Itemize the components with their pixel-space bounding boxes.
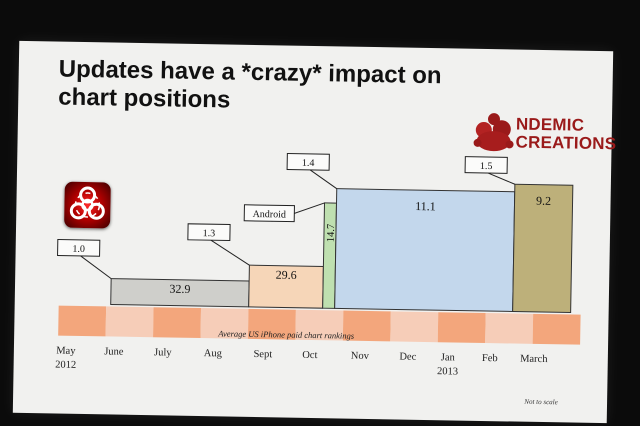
callout-label: 1.4 bbox=[302, 158, 315, 169]
timeline-cell-8 bbox=[437, 312, 486, 344]
bars: 32.9 29.6 14.7 11.1 9.2 bbox=[110, 183, 574, 314]
slide: Updates have a *crazy* impact on chart p… bbox=[12, 40, 616, 424]
x-tick-label: Aug bbox=[204, 348, 223, 359]
callout-box bbox=[243, 204, 295, 223]
x-tick-label: Dec bbox=[399, 352, 416, 363]
brand-logo: NDEMIC CREATIONS bbox=[471, 109, 616, 159]
axis-labels: May 2012 June July Aug Sept Oct Nov Dec Jan 2013 Fe… bbox=[55, 346, 548, 378]
timeline-cell-4 bbox=[247, 308, 296, 340]
bar-value-label: 29.6 bbox=[276, 268, 297, 282]
callout-leader bbox=[487, 172, 516, 185]
x-tick-label: March bbox=[520, 354, 548, 365]
callout-label: Android bbox=[253, 209, 287, 221]
callouts: 1.0 1.3 Android 1.4 1.5 bbox=[57, 153, 516, 280]
bar-2 bbox=[322, 202, 338, 309]
biohazard-icon bbox=[64, 181, 111, 229]
x-tick-label: Oct bbox=[302, 350, 317, 361]
footnote: Not to scale bbox=[523, 398, 558, 407]
callout-leader bbox=[80, 255, 112, 280]
x-tick-label: Jan bbox=[441, 352, 456, 363]
timeline-cell-0 bbox=[58, 305, 107, 337]
bar-value-label: 9.2 bbox=[536, 194, 551, 208]
brand-blob-icon bbox=[473, 113, 514, 152]
x-tick-sublabel: 2013 bbox=[437, 366, 458, 377]
timeline-cell-10 bbox=[532, 313, 581, 345]
bar-value-label: 32.9 bbox=[169, 282, 190, 296]
x-tick-sublabel: 2012 bbox=[55, 360, 76, 371]
x-tick-label: May bbox=[56, 346, 76, 357]
x-axis-label: Average US iPhone paid chart rankings bbox=[217, 328, 355, 340]
bar-value-label: 11.1 bbox=[415, 199, 436, 213]
callout-box bbox=[187, 223, 231, 242]
timeline-band bbox=[58, 305, 581, 345]
callout-label: 1.5 bbox=[480, 161, 493, 172]
x-tick-label: Feb bbox=[482, 353, 498, 364]
x-tick-label: Sept bbox=[253, 349, 272, 360]
bar-4 bbox=[512, 183, 574, 314]
callout-box bbox=[464, 156, 508, 174]
timeline-cell-9 bbox=[485, 313, 534, 344]
callout-leader bbox=[210, 239, 250, 266]
callout-box bbox=[57, 239, 101, 257]
timeline-cell-6 bbox=[342, 310, 391, 342]
timeline-cell-1 bbox=[105, 306, 154, 338]
x-tick-label: June bbox=[104, 346, 124, 357]
timeline-cell-7 bbox=[390, 311, 439, 343]
callout-label: 1.3 bbox=[203, 228, 216, 239]
timeline-cell-2 bbox=[153, 307, 202, 339]
x-tick-label: Nov bbox=[351, 351, 370, 362]
x-tick-label: July bbox=[154, 347, 172, 358]
bar-value-label: 14.7 bbox=[326, 224, 337, 243]
callout-leader bbox=[309, 169, 338, 190]
timeline-cell-5 bbox=[295, 309, 344, 341]
timeline-cell-3 bbox=[200, 308, 249, 339]
callout-label: 1.0 bbox=[72, 244, 85, 255]
callout-box bbox=[286, 153, 330, 171]
